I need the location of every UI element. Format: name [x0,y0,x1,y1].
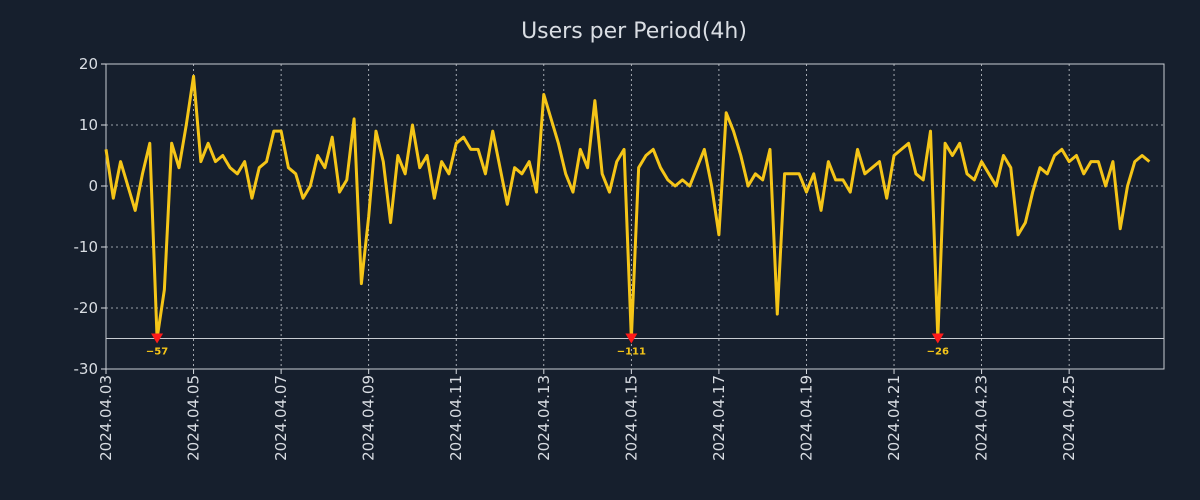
outlier-marker [151,333,164,344]
y-axis: 20 10 0 -10 -20 -30 [74,55,106,378]
x-tick-label: 2024.04.15 [622,375,640,461]
y-tick-label: -20 [74,299,99,317]
chart-title: Users per Period(4h) [521,19,747,44]
x-tick-label: 2024.04.09 [360,375,378,461]
outlier-label: −57 [146,347,168,358]
x-axis: 2024.04.03 2024.04.05 2024.04.07 2024.04.09… [97,369,1078,461]
outlier-marker [931,333,944,344]
series-line-users [104,74,1151,340]
outlier-marker [625,333,638,344]
y-tick-label: 20 [79,55,98,73]
y-tick-label: -30 [74,360,99,378]
x-tick-label: 2024.04.23 [973,375,991,461]
x-tick-label: 2024.04.03 [97,375,115,461]
grid [105,63,1164,370]
x-tick-label: 2024.04.13 [535,375,553,461]
y-tick-label: 0 [88,177,98,195]
x-tick-label: 2024.04.19 [797,375,815,461]
y-tick-label: 10 [79,116,98,134]
x-tick-label: 2024.04.25 [1060,375,1078,461]
x-tick-label: 2024.04.17 [710,375,728,461]
x-tick-label: 2024.04.21 [885,375,903,461]
x-tick-label: 2024.04.11 [447,375,465,461]
y-tick-label: -10 [74,238,99,256]
x-tick-label: 2024.04.07 [272,375,290,461]
outlier-label: −26 [927,347,949,358]
annotations: −57 −111 −26 [146,333,949,358]
plot-frame [105,63,1165,370]
x-tick-label: 2024.04.05 [185,375,203,461]
outlier-label: −111 [617,347,646,358]
